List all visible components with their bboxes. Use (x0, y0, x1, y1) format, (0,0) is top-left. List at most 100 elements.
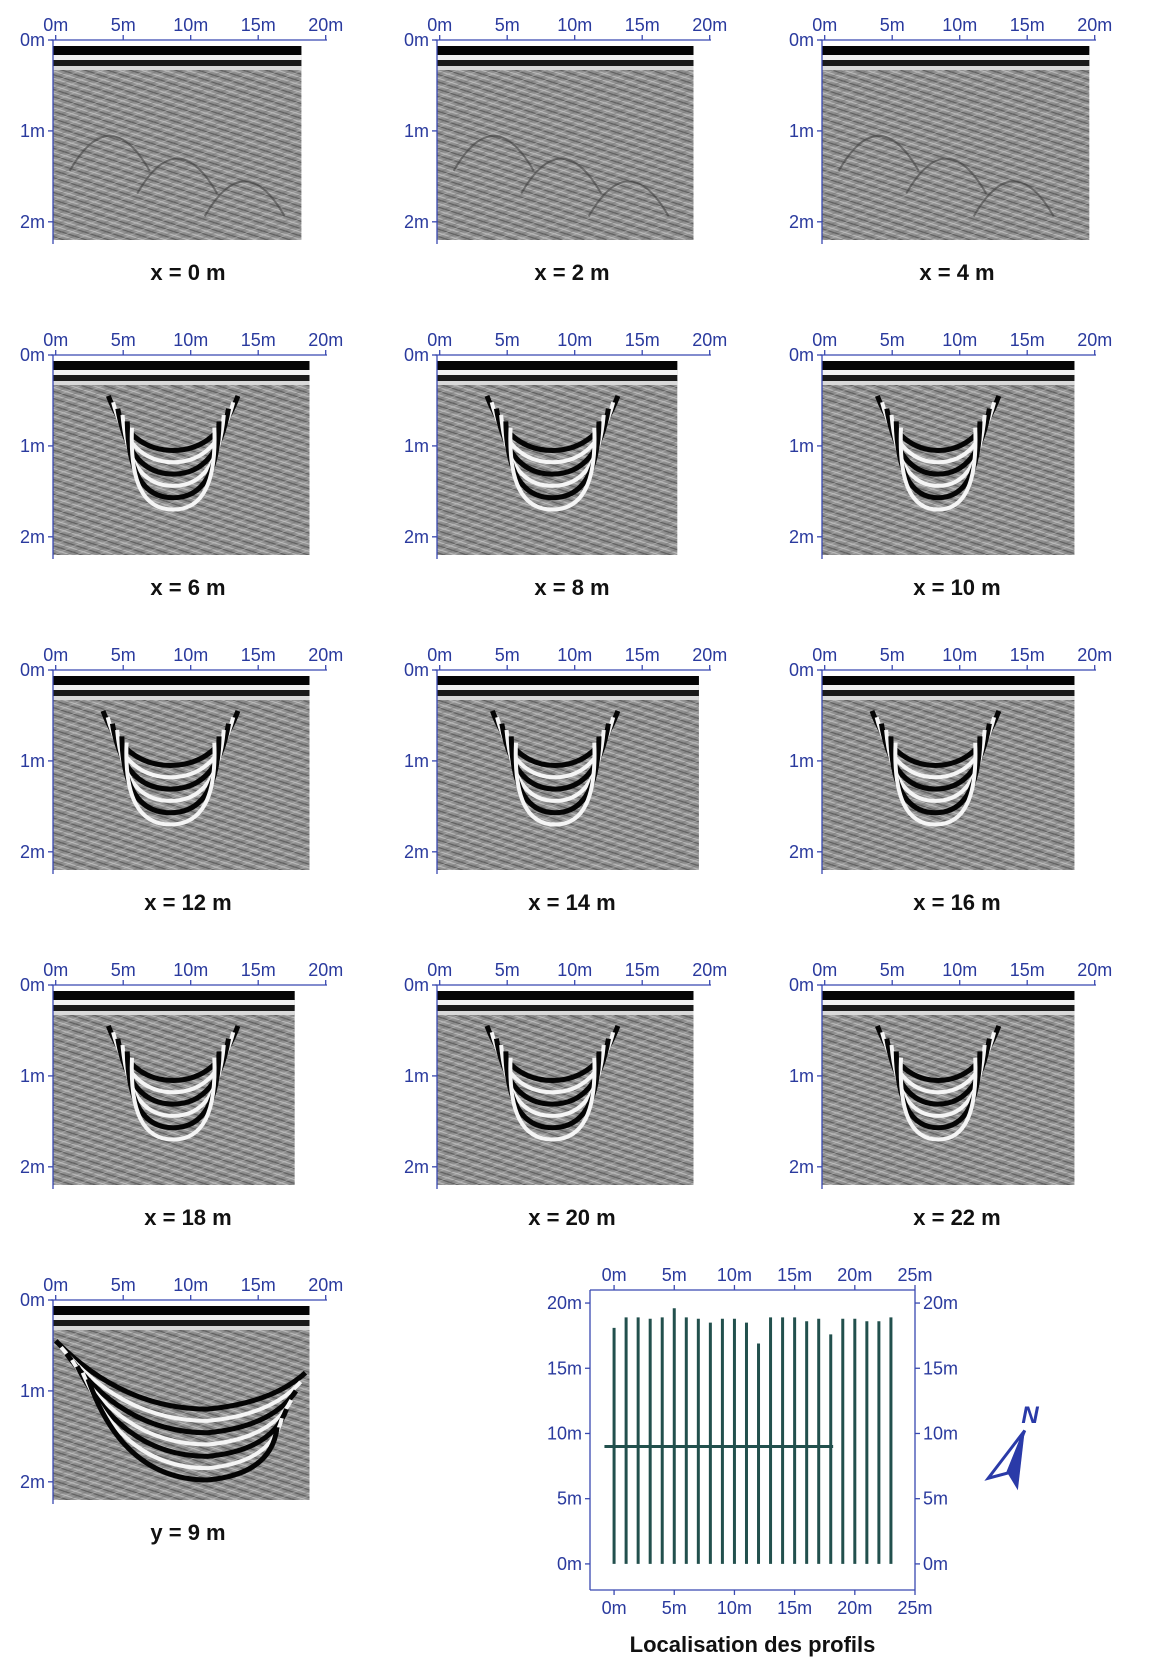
reflector-band (129, 1057, 217, 1142)
map-x-tick-label-bottom: 10m (717, 1598, 752, 1618)
hyperbola-reflection (905, 157, 988, 195)
y-tick-label: 0m (20, 1290, 45, 1310)
x-tick-label: 10m (173, 15, 208, 35)
reflector-band (85, 1378, 280, 1483)
x-tick-label: 15m (1010, 15, 1045, 35)
surface-band-white (437, 685, 699, 690)
x-tick-label: 15m (625, 645, 660, 665)
x-tick-label: 0m (43, 330, 68, 350)
map-x-tick-label-bottom: 25m (897, 1598, 932, 1618)
y-tick-label: 2m (789, 212, 814, 232)
map-y-tick-label-left: 5m (557, 1489, 582, 1509)
map-x-tick-label-bottom: 15m (777, 1598, 812, 1618)
surface-band-light (53, 381, 310, 385)
surface-band-light (53, 1326, 310, 1330)
x-tick-label: 20m (692, 960, 727, 980)
profile-caption: x = 16 m (913, 890, 1000, 915)
surface-band-lower (53, 690, 310, 696)
surface-band-white (53, 1315, 310, 1320)
x-tick-label: 15m (1010, 330, 1045, 350)
surface-band (53, 676, 310, 685)
radargram-noise (822, 676, 1075, 870)
x-tick-label: 10m (557, 330, 592, 350)
surface-band-light (53, 1011, 295, 1015)
surface-band-lower (437, 690, 699, 696)
surface-band (437, 46, 694, 55)
y-tick-label: 1m (404, 121, 429, 141)
map-x-tick-label-top: 15m (777, 1265, 812, 1285)
x-tick-label: 10m (557, 960, 592, 980)
hyperbola-reflection (203, 180, 286, 217)
y-tick-label: 1m (789, 1066, 814, 1086)
surface-band (437, 676, 699, 685)
radargram-panel-0: 0m 5m 10m 15m 20m 0m 1m 2m x = 0 m (20, 15, 343, 285)
radargram-noise (437, 676, 699, 870)
y-tick-label: 1m (404, 751, 429, 771)
x-tick-label: 5m (111, 1275, 136, 1295)
surface-band-light (437, 381, 678, 385)
x-tick-label: 0m (427, 645, 452, 665)
y-tick-label: 1m (20, 751, 45, 771)
x-tick-label: 10m (173, 330, 208, 350)
surface-band-light (437, 1011, 694, 1015)
surface-band (437, 361, 678, 370)
x-tick-label: 10m (942, 645, 977, 665)
y-tick-label: 2m (789, 1157, 814, 1177)
y-tick-label: 1m (789, 751, 814, 771)
x-tick-label: 10m (942, 330, 977, 350)
profile-caption: x = 0 m (150, 260, 225, 285)
surface-band-white (53, 55, 302, 60)
x-tick-label: 15m (625, 960, 660, 980)
y-tick-label: 2m (404, 212, 429, 232)
surface-band (53, 361, 310, 370)
surface-band-light (822, 1011, 1075, 1015)
x-tick-label: 5m (880, 330, 905, 350)
radargram-noise (437, 991, 694, 1185)
x-tick-label: 20m (692, 15, 727, 35)
y-tick-label: 2m (404, 1157, 429, 1177)
x-tick-label: 15m (241, 1275, 276, 1295)
surface-band-white (53, 370, 310, 375)
y-tick-label: 0m (404, 30, 429, 50)
y-tick-label: 2m (20, 527, 45, 547)
radargram-noise (822, 361, 1075, 555)
x-tick-label: 15m (625, 330, 660, 350)
y-tick-label: 0m (789, 975, 814, 995)
y-tick-label: 0m (404, 660, 429, 680)
surface-band (53, 1306, 310, 1315)
profile-caption: x = 20 m (528, 1205, 615, 1230)
x-tick-label: 15m (241, 960, 276, 980)
map-caption: Localisation des profils (630, 1632, 876, 1657)
profile-caption: x = 8 m (534, 575, 609, 600)
surface-band-lower (53, 60, 302, 66)
hyperbola-reflection (587, 180, 670, 217)
x-tick-label: 10m (557, 645, 592, 665)
map-x-tick-label-bottom: 0m (602, 1598, 627, 1618)
reflector-band (124, 742, 217, 827)
surface-band-light (437, 66, 694, 70)
y-tick-label: 2m (789, 842, 814, 862)
north-label: N (1021, 1402, 1039, 1429)
map-y-tick-label-left: 10m (547, 1423, 582, 1443)
reflector-band (893, 742, 978, 827)
reflector-band (508, 1057, 597, 1142)
profile-caption: x = 6 m (150, 575, 225, 600)
y-tick-label: 2m (20, 1157, 45, 1177)
reflector-band (898, 1057, 978, 1142)
radargram-panel-6: 0m 5m 10m 15m 20m 0m 1m 2m x = 12 m (20, 645, 343, 915)
reflector-band (898, 427, 978, 512)
x-tick-label: 20m (1077, 645, 1112, 665)
surface-band-white (53, 685, 310, 690)
hyperbola-reflection (972, 180, 1055, 217)
y-tick-label: 0m (20, 345, 45, 365)
radargram-panel-4: 0m 5m 10m 15m 20m 0m 1m 2m x = 8 m (404, 330, 727, 600)
surface-band (53, 46, 302, 55)
x-tick-label: 0m (43, 645, 68, 665)
north-arrow-icon (984, 1429, 1027, 1491)
map-y-tick-label-right: 10m (923, 1423, 958, 1443)
map-x-tick-label-bottom: 20m (837, 1598, 872, 1618)
x-tick-label: 5m (495, 960, 520, 980)
surface-band-white (53, 1000, 295, 1005)
x-tick-label: 10m (557, 15, 592, 35)
surface-band-lower (822, 375, 1075, 381)
